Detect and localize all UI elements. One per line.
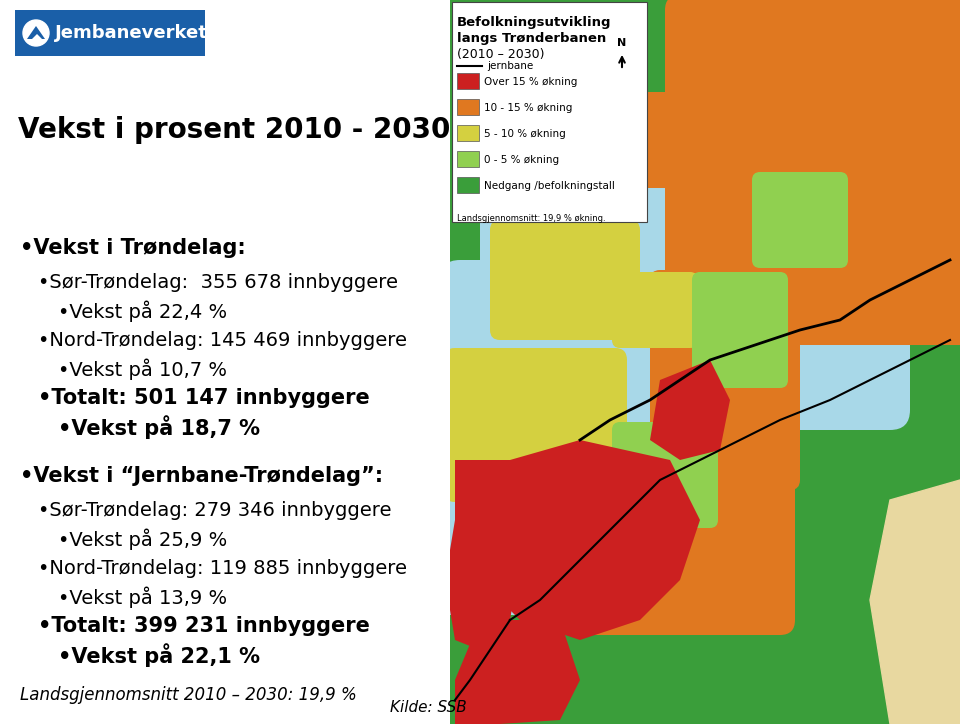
Text: N: N (617, 38, 627, 48)
Bar (450, 0, 960, 724)
FancyBboxPatch shape (650, 270, 800, 490)
Bar (457, 177, 479, 193)
Text: •Vekst på 25,9 %: •Vekst på 25,9 % (58, 529, 228, 550)
Text: •Nord-Trøndelag: 119 885 innbyggere: •Nord-Trøndelag: 119 885 innbyggere (38, 558, 407, 578)
Text: •Vekst i “Jernbane-Trøndelag”:: •Vekst i “Jernbane-Trøndelag”: (20, 466, 383, 486)
Text: •Vekst på 22,4 %: •Vekst på 22,4 % (58, 300, 228, 321)
FancyBboxPatch shape (752, 172, 848, 268)
Text: •Totalt: 399 231 innbyggere: •Totalt: 399 231 innbyggere (38, 616, 370, 636)
Polygon shape (32, 34, 42, 39)
Polygon shape (445, 500, 520, 650)
Text: langs Trønderbanen: langs Trønderbanen (457, 32, 607, 45)
Polygon shape (455, 460, 510, 520)
Text: •Vekst på 10,7 %: •Vekst på 10,7 % (58, 358, 227, 380)
Text: jernbane: jernbane (487, 61, 533, 71)
Text: •Vekst på 18,7 %: •Vekst på 18,7 % (58, 415, 260, 439)
Polygon shape (490, 280, 680, 420)
FancyBboxPatch shape (440, 260, 910, 430)
FancyBboxPatch shape (443, 348, 627, 502)
Text: •Vekst i Trøndelag:: •Vekst i Trøndelag: (20, 238, 246, 258)
Bar (457, 151, 479, 167)
Bar (0, 0, 450, 724)
Text: Vekst i prosent 2010 - 2030: Vekst i prosent 2010 - 2030 (18, 116, 450, 144)
Polygon shape (27, 26, 45, 39)
Polygon shape (470, 440, 700, 640)
Text: •Vekst på 13,9 %: •Vekst på 13,9 % (58, 586, 228, 607)
Polygon shape (870, 480, 960, 724)
Text: •Nord-Trøndelag: 145 469 innbyggere: •Nord-Trøndelag: 145 469 innbyggere (38, 330, 407, 350)
Circle shape (23, 20, 49, 46)
Bar (457, 73, 479, 89)
Text: •Totalt: 501 147 innbyggere: •Totalt: 501 147 innbyggere (38, 388, 370, 408)
FancyBboxPatch shape (612, 272, 698, 348)
Text: •Sør-Trøndelag:  355 678 innbyggere: •Sør-Trøndelag: 355 678 innbyggere (38, 272, 398, 292)
Polygon shape (520, 380, 620, 480)
Text: Over 15 % økning: Over 15 % økning (484, 77, 577, 87)
Text: Nedgang /befolkningstall: Nedgang /befolkningstall (484, 181, 614, 191)
FancyBboxPatch shape (565, 425, 795, 635)
Text: 10 - 15 % økning: 10 - 15 % økning (484, 103, 572, 113)
FancyBboxPatch shape (612, 422, 718, 528)
FancyBboxPatch shape (480, 150, 680, 290)
Text: Kilde: SSB: Kilde: SSB (390, 701, 467, 715)
Text: Jembaneverket: Jembaneverket (55, 24, 208, 42)
FancyBboxPatch shape (665, 0, 960, 345)
Polygon shape (455, 620, 580, 724)
Text: Landsgjennomsnitt 2010 – 2030: 19,9 %: Landsgjennomsnitt 2010 – 2030: 19,9 % (20, 686, 357, 704)
Polygon shape (650, 360, 730, 460)
FancyBboxPatch shape (490, 220, 640, 340)
Text: Landsgjennomsnitt: 19,9 % økning.: Landsgjennomsnitt: 19,9 % økning. (457, 214, 606, 223)
FancyBboxPatch shape (445, 315, 675, 425)
FancyBboxPatch shape (692, 272, 788, 388)
FancyBboxPatch shape (582, 92, 698, 188)
Bar (457, 99, 479, 115)
FancyBboxPatch shape (435, 385, 585, 615)
Text: •Sør-Trøndelag: 279 346 innbyggere: •Sør-Trøndelag: 279 346 innbyggere (38, 500, 392, 520)
Text: (2010 – 2030): (2010 – 2030) (457, 48, 544, 61)
Text: Befolkningsutvikling: Befolkningsutvikling (457, 16, 612, 29)
Text: •Vekst på 22,1 %: •Vekst på 22,1 % (58, 643, 260, 667)
Bar (452, 2, 647, 222)
Bar (457, 125, 479, 141)
Bar (15, 10, 205, 56)
Text: 0 - 5 % økning: 0 - 5 % økning (484, 155, 559, 165)
Text: 5 - 10 % økning: 5 - 10 % økning (484, 129, 565, 139)
